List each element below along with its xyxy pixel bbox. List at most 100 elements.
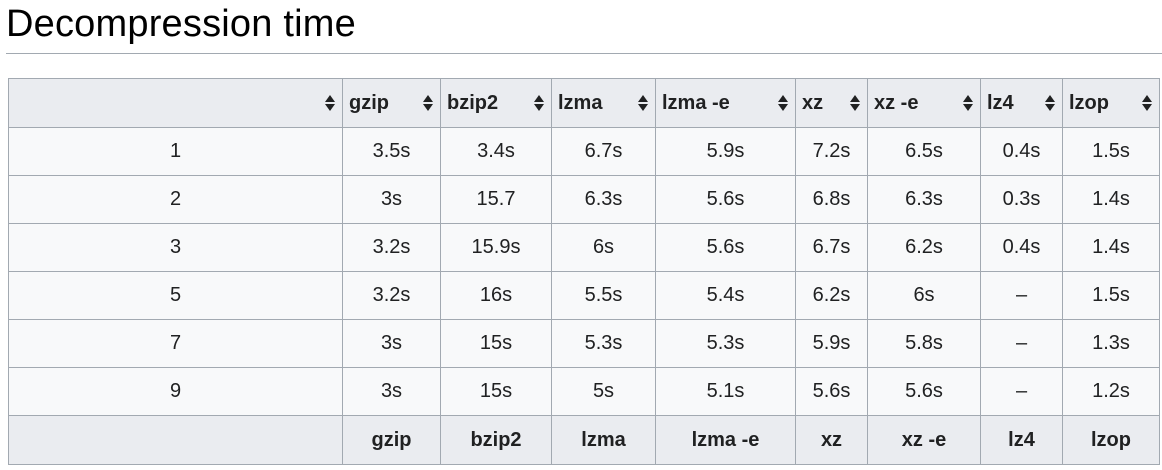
sort-icon[interactable]: [1141, 94, 1153, 112]
table-cell: 1.3s: [1062, 319, 1160, 368]
row-label-cell: 5: [8, 271, 343, 320]
table-cell: 3.2s: [342, 223, 441, 272]
table-cell: 1.4s: [1062, 175, 1160, 224]
column-header-level[interactable]: [8, 78, 343, 128]
table-cell: 6.2s: [795, 271, 868, 320]
row-label-cell: 9: [8, 367, 343, 416]
column-header-lzma[interactable]: lzma: [551, 78, 656, 128]
row-label-cell: 7: [8, 319, 343, 368]
row-label-cell: 2: [8, 175, 343, 224]
column-header-label: lzop: [1069, 91, 1109, 114]
column-header-label: gzip: [349, 91, 389, 114]
table-cell: 5.6s: [655, 223, 796, 272]
table-cell: 5.4s: [655, 271, 796, 320]
table-cell: –: [980, 367, 1063, 416]
table-cell: 0.4s: [980, 127, 1063, 176]
table-cell: 5.3s: [551, 319, 656, 368]
table-cell: 6.3s: [551, 175, 656, 224]
table-cell: 5s: [551, 367, 656, 416]
table-cell: 6.3s: [867, 175, 981, 224]
table-cell: 0.3s: [980, 175, 1063, 224]
table-cell: 5.8s: [867, 319, 981, 368]
row-label-cell: 3: [8, 223, 343, 272]
table-cell: –: [980, 319, 1063, 368]
sort-icon[interactable]: [1044, 94, 1056, 112]
column-header-label: xz -e: [874, 91, 919, 114]
table-cell: 6.5s: [867, 127, 981, 176]
sort-icon[interactable]: [422, 94, 434, 112]
sort-icon[interactable]: [637, 94, 649, 112]
table-cell: 3s: [342, 319, 441, 368]
table-cell: 0.4s: [980, 223, 1063, 272]
table-cell: 6s: [551, 223, 656, 272]
column-header-xz[interactable]: xz: [795, 78, 868, 128]
table-cell: 6.2s: [867, 223, 981, 272]
column-header-label: lzma -e: [662, 91, 730, 114]
column-header-gzip[interactable]: gzip: [342, 78, 441, 128]
table-cell: 5.6s: [795, 367, 868, 416]
column-header-lz4[interactable]: lz4: [980, 78, 1063, 128]
table-cell: 1.2s: [1062, 367, 1160, 416]
table-row: 2 3s 15.7 6.3s 5.6s 6.8s 6.3s 0.3s 1.4s: [8, 175, 1160, 224]
table-cell: 15s: [440, 319, 552, 368]
table-cell: 1.5s: [1062, 127, 1160, 176]
table-cell: 5.9s: [795, 319, 868, 368]
column-header-label: lzma: [558, 91, 603, 114]
table-cell: 5.9s: [655, 127, 796, 176]
footer-cell: bzip2: [440, 415, 552, 465]
table-row: 3 3.2s 15.9s 6s 5.6s 6.7s 6.2s 0.4s 1.4s: [8, 223, 1160, 272]
column-header-xz-e[interactable]: xz -e: [867, 78, 981, 128]
table-cell: 5.6s: [655, 175, 796, 224]
column-header-label: xz: [802, 91, 824, 114]
table-cell: 3s: [342, 367, 441, 416]
footer-cell: lzma: [551, 415, 656, 465]
table-cell: 6.7s: [795, 223, 868, 272]
table-cell: 15s: [440, 367, 552, 416]
table-cell: 5.1s: [655, 367, 796, 416]
table-cell: 6.8s: [795, 175, 868, 224]
table-cell: 6s: [867, 271, 981, 320]
table-cell: –: [980, 271, 1063, 320]
table-header-row: gzip bzip2 lzma lzma -e: [8, 78, 1160, 128]
table-cell: 3.4s: [440, 127, 552, 176]
column-header-lzma-e[interactable]: lzma -e: [655, 78, 796, 128]
table-row: 5 3.2s 16s 5.5s 5.4s 6.2s 6s – 1.5s: [8, 271, 1160, 320]
footer-cell: lz4: [980, 415, 1063, 465]
table-cell: 5.5s: [551, 271, 656, 320]
footer-cell: gzip: [342, 415, 441, 465]
footer-cell: lzop: [1062, 415, 1160, 465]
page-title: Decompression time: [6, 3, 356, 45]
column-header-label: bzip2: [447, 91, 499, 114]
footer-cell: [8, 415, 343, 465]
table-row: 9 3s 15s 5s 5.1s 5.6s 5.6s – 1.2s: [8, 367, 1160, 416]
footer-cell: lzma -e: [655, 415, 796, 465]
table-cell: 15.9s: [440, 223, 552, 272]
section-heading: Decompression time: [6, 0, 1162, 54]
table-cell: 5.6s: [867, 367, 981, 416]
table-cell: 15.7: [440, 175, 552, 224]
table-row: 1 3.5s 3.4s 6.7s 5.9s 7.2s 6.5s 0.4s 1.5…: [8, 127, 1160, 176]
table-row: 7 3s 15s 5.3s 5.3s 5.9s 5.8s – 1.3s: [8, 319, 1160, 368]
table-cell: 3.5s: [342, 127, 441, 176]
sort-icon[interactable]: [777, 94, 789, 112]
footer-cell: xz -e: [867, 415, 981, 465]
table-cell: 1.4s: [1062, 223, 1160, 272]
row-label-cell: 1: [8, 127, 343, 176]
column-header-label: lz4: [987, 91, 1014, 114]
sort-icon[interactable]: [324, 94, 336, 112]
sort-icon[interactable]: [962, 94, 974, 112]
sort-icon[interactable]: [533, 94, 545, 112]
footer-cell: xz: [795, 415, 868, 465]
table-footer-row: gzip bzip2 lzma lzma -e xz xz -e lz4 lzo…: [8, 415, 1160, 465]
table-cell: 5.3s: [655, 319, 796, 368]
table-cell: 1.5s: [1062, 271, 1160, 320]
table-cell: 7.2s: [795, 127, 868, 176]
sort-icon[interactable]: [849, 94, 861, 112]
table-cell: 3.2s: [342, 271, 441, 320]
decompression-time-table: gzip bzip2 lzma lzma -e: [8, 78, 1160, 465]
table-cell: 6.7s: [551, 127, 656, 176]
table-cell: 3s: [342, 175, 441, 224]
table-cell: 16s: [440, 271, 552, 320]
column-header-bzip2[interactable]: bzip2: [440, 78, 552, 128]
column-header-lzop[interactable]: lzop: [1062, 78, 1160, 128]
